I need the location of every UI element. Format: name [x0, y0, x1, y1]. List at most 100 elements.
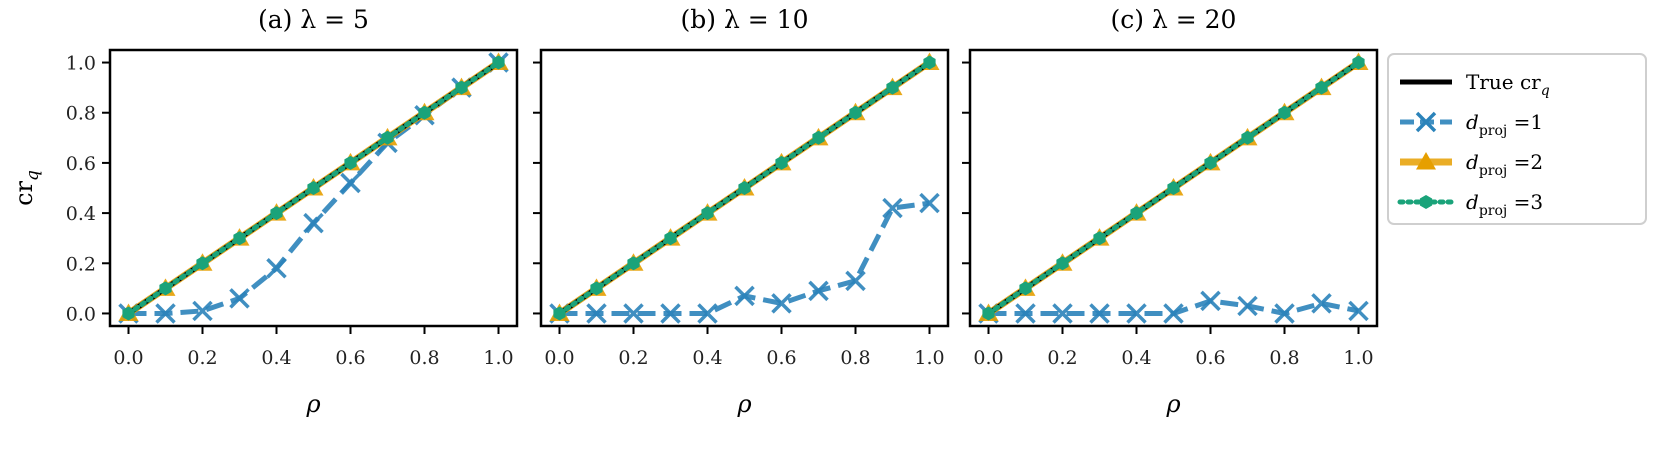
legend-marker	[1415, 111, 1437, 133]
data-point	[734, 285, 755, 307]
data-point	[627, 256, 640, 271]
data-point	[1311, 293, 1332, 314]
x-tick-label: 0.0	[973, 347, 1003, 369]
x-tick-label: 1.0	[483, 347, 513, 369]
data-point	[1130, 206, 1143, 221]
data-point	[1274, 303, 1295, 324]
x-tick-label: 0.8	[1269, 347, 1299, 369]
data-point	[738, 181, 751, 195]
data-point	[1237, 295, 1258, 317]
x-tick-label: 0.2	[1047, 347, 1077, 369]
y-axis-label: crq	[10, 170, 43, 206]
data-point	[196, 256, 209, 271]
data-point	[590, 281, 603, 296]
x-axis-label: ρ	[305, 390, 320, 418]
panel-title: (a) λ = 5	[258, 5, 369, 34]
x-tick-label: 0.8	[840, 347, 870, 369]
data-point	[303, 212, 324, 234]
y-tick-label: 0.8	[66, 103, 96, 125]
data-point	[340, 172, 361, 194]
panel-title: (c) λ = 20	[1111, 5, 1237, 34]
x-tick-label: 1.0	[1343, 347, 1373, 369]
plot-frame	[108, 48, 519, 328]
data-point	[266, 258, 287, 279]
y-tick-label: 0.4	[66, 203, 96, 225]
data-point	[155, 303, 176, 324]
legend-entry-d2: dproj =2	[1400, 150, 1543, 179]
data-point	[812, 130, 825, 145]
data-point	[586, 303, 607, 324]
data-point	[344, 155, 357, 170]
data-point	[886, 80, 899, 95]
y-tick-label: 0.0	[66, 303, 96, 325]
x-tick-label: 0.0	[113, 347, 143, 369]
x-tick-label: 0.6	[335, 347, 365, 369]
data-point	[1241, 130, 1254, 145]
chart-panel-1: (a) λ = 5 0.0 0.2 0.4 0.6 0.8 1.0 0.0 0.2 0.4 0.6 0…	[10, 5, 519, 418]
x-axis-label: ρ	[736, 390, 751, 418]
y-tick-label: 0.6	[66, 153, 96, 175]
legend-marker	[1416, 152, 1436, 170]
data-point	[1052, 303, 1073, 324]
x-tick-label: 0.6	[1195, 347, 1225, 369]
legend-label: dproj =1	[1466, 110, 1543, 139]
y-tick-label: 0.2	[66, 253, 96, 275]
x-tick-label: 0.4	[1121, 347, 1151, 369]
data-point	[233, 231, 246, 246]
data-point	[553, 306, 566, 321]
series-d3	[553, 55, 936, 321]
data-point	[1019, 281, 1032, 296]
x-tick-label: 0.4	[261, 347, 291, 369]
data-point	[845, 270, 866, 292]
data-point	[808, 280, 829, 302]
series-d1	[978, 290, 1369, 324]
chart-panel-3: (c) λ = 20 0.0 0.2 0.4 0.6 0.8 1.0 ρ	[962, 5, 1379, 418]
data-point	[270, 206, 283, 221]
x-axis-label: ρ	[1165, 390, 1180, 418]
data-point	[192, 300, 213, 322]
data-point	[1200, 290, 1221, 312]
data-point	[1278, 105, 1291, 120]
data-point	[660, 303, 681, 324]
legend-entry-true: True crq	[1400, 70, 1550, 99]
x-tick-label: 0.4	[692, 347, 722, 369]
data-point	[1093, 231, 1106, 246]
data-point	[307, 181, 320, 195]
data-point	[771, 293, 792, 314]
series-d3	[122, 55, 505, 321]
legend-label: dproj =2	[1466, 150, 1543, 179]
data-point	[775, 155, 788, 170]
data-point	[1126, 303, 1147, 324]
data-point	[1315, 80, 1328, 95]
data-point	[1056, 256, 1069, 271]
data-point	[697, 303, 718, 324]
data-point	[982, 306, 995, 321]
data-point	[229, 288, 250, 309]
x-tick-label: 0.6	[766, 347, 796, 369]
data-point	[923, 55, 936, 70]
x-tick-label: 0.2	[187, 347, 217, 369]
panels: (a) λ = 5 0.0 0.2 0.4 0.6 0.8 1.0 0.0 0.2 0.4 0.6 0…	[10, 5, 1379, 418]
data-point	[418, 105, 431, 120]
data-point	[849, 105, 862, 120]
legend: True crq dproj =1 dproj =2 dproj =3	[1387, 53, 1647, 225]
data-point	[882, 197, 903, 219]
data-point	[1015, 303, 1036, 324]
legend-label: True crq	[1466, 70, 1550, 99]
x-tick-label: 0.8	[409, 347, 439, 369]
data-point	[623, 303, 644, 324]
data-point	[492, 55, 505, 70]
data-point	[381, 130, 394, 145]
data-point	[159, 281, 172, 296]
series-d1	[549, 192, 940, 324]
x-tick-label: 0.0	[544, 347, 574, 369]
y-tick-label: 1.0	[66, 53, 96, 75]
legend-marker	[1419, 195, 1433, 209]
data-point	[1167, 181, 1180, 195]
x-tick-label: 0.2	[618, 347, 648, 369]
series-d3	[982, 55, 1365, 321]
data-point	[664, 231, 677, 246]
data-point	[455, 80, 468, 95]
data-point	[1089, 303, 1110, 324]
